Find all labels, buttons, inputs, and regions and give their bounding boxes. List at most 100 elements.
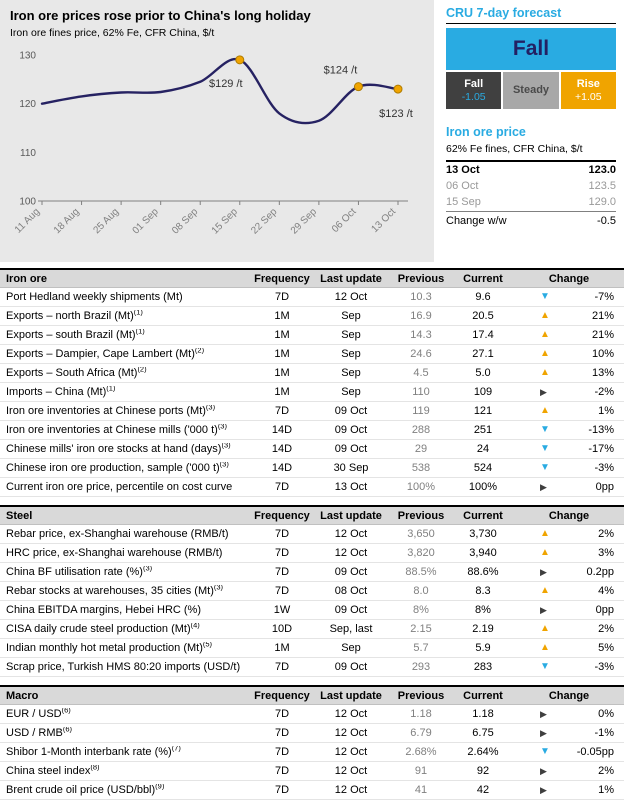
forecast-option-rise: Rise +1.05 — [560, 72, 616, 109]
footnote-ref: (2) — [137, 367, 147, 374]
price-row-date: 13 Oct — [446, 164, 480, 176]
price-chart-svg: 100 110 120 130 11 Aug 18 Aug 25 Aug 01 Sep 08 S… — [13, 51, 413, 237]
current-cell: 109 — [473, 386, 493, 398]
table-row: Exports – Dampier, Cape Lambert (Mt)(2) 1… — [0, 345, 624, 364]
trend-up-icon: ▲ — [540, 528, 550, 539]
last-update-cell: Sep — [341, 642, 361, 654]
column-header: Current — [463, 509, 503, 522]
metric-label: China EBITDA margins, Hebei HRC (%) — [0, 604, 252, 616]
previous-cell: 2.15 — [410, 623, 432, 635]
change-value: -0.05pp — [576, 746, 614, 758]
metric-label-text: Rebar stocks at warehouses, 35 cities (M… — [6, 585, 214, 597]
column-header: Previous — [397, 509, 445, 522]
table-row: Chinese mills' iron ore stocks at hand (… — [0, 440, 624, 459]
footnote-ref: (1) — [133, 310, 143, 317]
column-header: Previous — [397, 272, 445, 285]
metric-label: China BF utilisation rate (%)(3) — [0, 566, 252, 578]
metric-label: Scrap price, Turkish HMS 80:20 imports (… — [0, 661, 252, 673]
metric-label-text: Chinese iron ore production, sample ('00… — [6, 462, 220, 474]
metric-label-text: Exports – Dampier, Cape Lambert (Mt) — [6, 348, 195, 360]
forecast-panel: CRU 7-day forecast Fall Fall -1.05 Stead… — [434, 0, 624, 262]
metric-label: Exports – South Africa (Mt)(2) — [0, 367, 252, 379]
table-row: Rebar stocks at warehouses, 35 cities (M… — [0, 582, 624, 601]
change-value: 3% — [598, 547, 614, 559]
footnote-ref: (4) — [190, 623, 200, 630]
column-header: Change — [548, 689, 590, 702]
trend-steady-icon: ▶ — [540, 566, 547, 577]
previous-cell: 1.18 — [410, 708, 432, 720]
metric-label-text: Scrap price, Turkish HMS 80:20 imports (… — [6, 661, 241, 673]
trend-down-icon: ▼ — [540, 462, 550, 473]
frequency-cell: 7D — [274, 481, 290, 493]
current-cell: 5.0 — [475, 367, 491, 379]
change-cell: ▶ 1% — [514, 784, 624, 796]
current-cell: 283 — [473, 661, 493, 673]
change-cell: ▲ 21% — [514, 329, 624, 341]
change-cell: ▶ 2% — [514, 765, 624, 777]
metric-label-text: Exports – north Brazil (Mt) — [6, 310, 134, 322]
current-cell: 17.4 — [472, 329, 494, 341]
previous-cell: 100% — [406, 481, 436, 493]
last-update-cell: 09 Oct — [334, 424, 368, 436]
current-cell: 524 — [473, 462, 493, 474]
trend-steady-icon: ▶ — [540, 386, 547, 397]
forecast-option-fall: Fall -1.05 — [446, 72, 502, 109]
metric-label: Exports – south Brazil (Mt)(1) — [0, 329, 252, 341]
current-cell: 88.6% — [467, 566, 499, 578]
last-update-cell: Sep — [341, 329, 361, 341]
table-row: Imports – China (Mt)(1) 1M Sep 110 109 ▶ -2% — [0, 383, 624, 402]
table-section: Steel Frequency Last update Previous Current… — [0, 505, 624, 677]
change-cell: ▲ 5% — [514, 642, 624, 654]
last-update-cell: 12 Oct — [334, 291, 368, 303]
frequency-cell: 1M — [274, 367, 290, 379]
change-cell: ▲ 10% — [514, 348, 624, 360]
change-cell: ▲ 13% — [514, 367, 624, 379]
forecast-option-label: Rise — [576, 78, 600, 90]
change-cell: ▶ 0% — [514, 708, 624, 720]
metric-label: China steel index(8) — [0, 765, 252, 777]
x-tick-label: 29 Sep — [289, 206, 319, 236]
frequency-cell: 14D — [271, 462, 293, 474]
current-cell: 24 — [476, 443, 490, 455]
change-value: -17% — [588, 443, 614, 455]
frequency-cell: 1M — [274, 310, 290, 322]
table-row: China BF utilisation rate (%)(3) 7D 09 Oct… — [0, 563, 624, 582]
current-cell: 3,730 — [469, 528, 497, 540]
last-update-cell: 09 Oct — [334, 604, 368, 616]
column-header: Frequency — [254, 509, 310, 522]
metric-label-text: Current iron ore price, percentile on co… — [6, 481, 233, 493]
forecast-option-label: Steady — [512, 84, 550, 96]
current-cell: 20.5 — [472, 310, 494, 322]
previous-cell: 88.5% — [405, 566, 437, 578]
change-value: 2% — [598, 528, 614, 540]
metric-label-text: Shibor 1-Month interbank rate (%) — [6, 746, 172, 758]
footnote-ref: (3) — [213, 585, 224, 592]
previous-cell: 538 — [411, 462, 431, 474]
top-section: Iron ore prices rose prior to China's lo… — [0, 0, 624, 262]
table-row: EUR / USD(6) 7D 12 Oct 1.18 1.18 ▶ 0% — [0, 705, 624, 724]
current-cell: 8.3 — [475, 585, 491, 597]
previous-cell: 41 — [414, 784, 428, 796]
change-cell: ▶ 0pp — [514, 481, 624, 493]
previous-cell: 24.6 — [410, 348, 432, 360]
metric-label-text: Iron ore inventories at Chinese mills ('… — [6, 424, 218, 436]
metric-label: Chinese mills' iron ore stocks at hand (… — [0, 443, 252, 455]
trend-up-icon: ▲ — [540, 329, 550, 340]
trend-up-icon: ▲ — [540, 348, 550, 359]
price-annotation: $129 /t — [209, 78, 243, 90]
table-row: Shibor 1-Month interbank rate (%)(7) 7D 12… — [0, 743, 624, 762]
table-row: Scrap price, Turkish HMS 80:20 imports (… — [0, 658, 624, 677]
table-row: Exports – south Brazil (Mt)(1) 1M Sep 14.3 1… — [0, 326, 624, 345]
table-row: China steel index(8) 7D 12 Oct 91 92 ▶ 2% — [0, 762, 624, 781]
current-cell: 27.1 — [472, 348, 494, 360]
section-title: Steel — [6, 509, 33, 522]
metric-label-text: Exports – south Brazil (Mt) — [6, 329, 136, 341]
current-cell: 251 — [473, 424, 493, 436]
last-update-cell: 30 Sep — [333, 462, 369, 474]
trend-down-icon: ▼ — [540, 746, 550, 757]
forecast-options: Fall -1.05 Steady Rise +1.05 — [446, 72, 616, 109]
change-cell: ▼ -13% — [514, 424, 624, 436]
previous-cell: 8% — [413, 604, 429, 616]
change-cell: ▶ 0.2pp — [514, 566, 624, 578]
change-cell: ▼ -3% — [514, 661, 624, 673]
